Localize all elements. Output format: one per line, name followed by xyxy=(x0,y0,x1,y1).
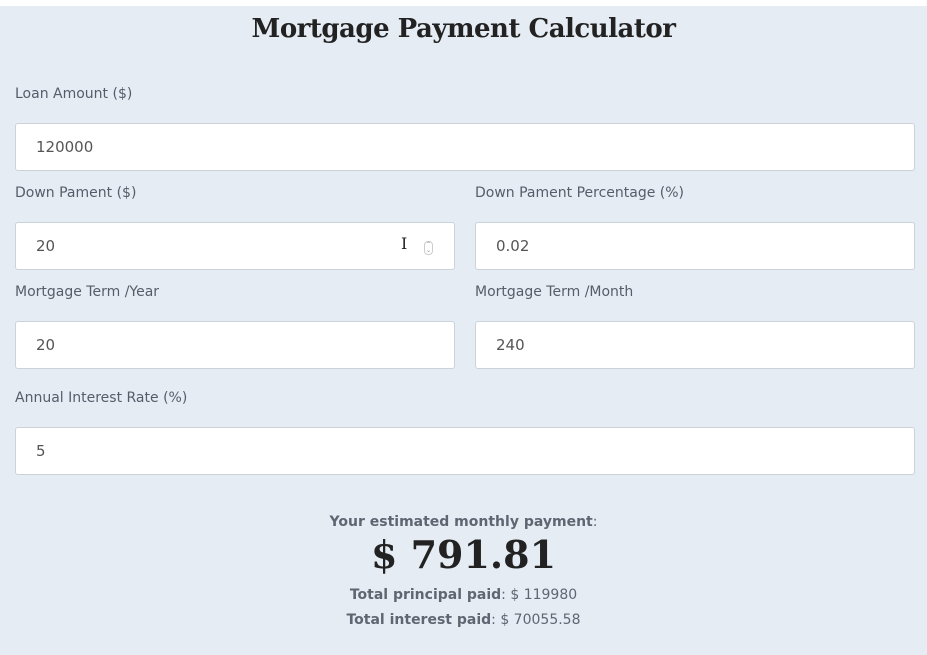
monthly-payment-value: $ 791.81 xyxy=(370,532,557,577)
interest-rate-label: Annual Interest Rate (%) xyxy=(15,390,188,406)
monthly-payment-label: Your estimated monthly payment: xyxy=(329,514,598,530)
total-principal-value: $ 119980 xyxy=(510,587,578,603)
down-payment-percentage-input[interactable] xyxy=(475,222,915,270)
total-interest: Total interest paid: $ 70055.58 xyxy=(346,612,581,628)
mortgage-term-month-input[interactable] xyxy=(475,321,915,369)
page-title: Mortgage Payment Calculator xyxy=(251,14,676,44)
mortgage-term-year-label: Mortgage Term /Year xyxy=(15,284,160,300)
down-payment-percentage-label: Down Pament Percentage (%) xyxy=(475,185,685,201)
total-principal-label: Total principal paid xyxy=(349,587,502,603)
mortgage-term-month-label: Mortgage Term /Month xyxy=(475,284,634,300)
down-payment-input[interactable] xyxy=(15,222,455,270)
text-cursor-icon: I xyxy=(401,234,408,253)
total-principal: Total principal paid: $ 119980 xyxy=(349,587,578,603)
loan-amount-label: Loan Amount ($) xyxy=(15,86,133,102)
mortgage-term-year-input[interactable] xyxy=(15,321,455,369)
loan-amount-input[interactable] xyxy=(15,123,915,171)
total-interest-value: $ 70055.58 xyxy=(500,612,581,628)
down-payment-label: Down Pament ($) xyxy=(15,185,137,201)
total-interest-label: Total interest paid xyxy=(346,612,492,628)
interest-rate-input[interactable] xyxy=(15,427,915,475)
number-spinner-icon[interactable]: ⌃ ⌄ xyxy=(424,241,433,255)
monthly-payment-label-text: Your estimated monthly payment xyxy=(329,514,593,530)
